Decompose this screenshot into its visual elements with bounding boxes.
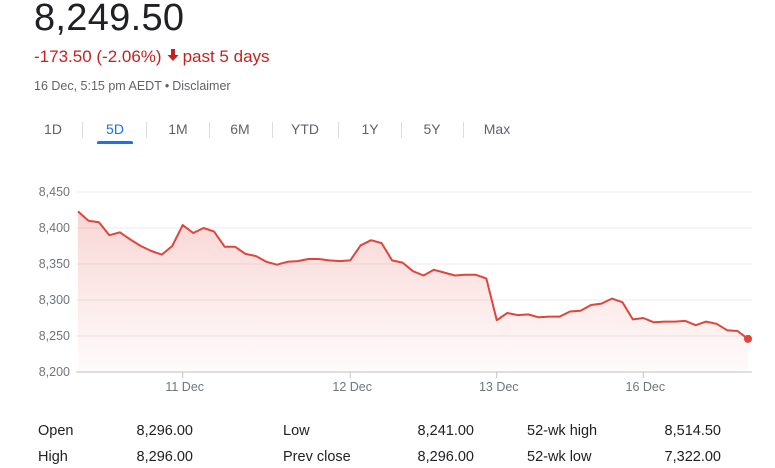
tab-label: Max	[483, 121, 511, 137]
tab-max[interactable]: Max	[475, 118, 519, 148]
tab-label: 5D	[106, 121, 124, 137]
x-tick-label: 13 Dec	[479, 380, 519, 394]
timestamp-row: 16 Dec, 5:15 pm AEDT • Disclaimer	[34, 79, 231, 93]
stat-label-52wk-low: 52-wk low	[527, 449, 592, 465]
y-tick-label: 8,450	[39, 185, 70, 199]
y-axis: 8,450 8,400 8,350 8,300 8,250 8,200	[39, 185, 70, 379]
tab-divider	[463, 122, 464, 138]
x-tick-label: 12 Dec	[332, 380, 372, 394]
tab-divider	[209, 122, 210, 138]
y-tick-label: 8,400	[39, 221, 70, 235]
active-underline	[97, 141, 133, 144]
timestamp: 16 Dec, 5:15 pm AEDT	[34, 79, 162, 93]
stat-label-open: Open	[38, 423, 74, 439]
separator: •	[164, 79, 170, 93]
stat-label-52wk-high: 52-wk high	[527, 423, 598, 439]
tab-label: 6M	[230, 121, 250, 137]
price-area	[78, 211, 748, 372]
change-amount: -173.50 (-2.06%)	[34, 47, 162, 66]
tab-divider	[272, 122, 273, 138]
tab-label: YTD	[291, 121, 319, 137]
tab-label: 5Y	[423, 121, 441, 137]
tab-1m[interactable]: 1M	[158, 118, 198, 148]
tab-divider	[401, 122, 402, 138]
x-tick-label: 11 Dec	[165, 380, 204, 394]
tab-label: 1Y	[361, 121, 379, 137]
arrow-down-icon	[167, 47, 179, 67]
last-price-dot	[744, 334, 752, 343]
tab-divider	[146, 122, 147, 138]
tab-divider	[338, 122, 339, 138]
tab-divider	[82, 122, 83, 138]
stat-value-52wk-low: 7,322.00	[664, 449, 721, 465]
stat-label-low: Low	[283, 423, 310, 439]
disclaimer-link[interactable]: Disclaimer	[172, 79, 231, 93]
tab-label: 1M	[168, 121, 188, 137]
stat-value-prev-close: 8,296.00	[417, 449, 474, 465]
price-chart[interactable]: 8,450 8,400 8,350 8,300 8,250 8,200 11 Dec 12 …	[0, 170, 775, 405]
tab-6m[interactable]: 6M	[220, 118, 260, 148]
y-tick-label: 8,300	[39, 293, 70, 307]
x-tick-label: 16 Dec	[626, 380, 666, 394]
stat-label-prev-close: Prev close	[283, 449, 351, 465]
price-line	[77, 210, 749, 340]
current-price: 8,249.50	[34, 0, 185, 39]
stat-value-open: 8,296.00	[136, 423, 193, 439]
tab-5y[interactable]: 5Y	[413, 118, 451, 148]
stat-label-high: High	[38, 449, 68, 465]
stat-value-52wk-high: 8,514.50	[664, 423, 721, 439]
y-tick-label: 8,250	[39, 329, 70, 343]
stat-value-high: 8,296.00	[136, 449, 193, 465]
tab-5d[interactable]: 5D	[96, 118, 134, 148]
price-change: -173.50 (-2.06%) past 5 days	[34, 47, 270, 67]
tab-ytd[interactable]: YTD	[283, 118, 327, 148]
stat-value-low: 8,241.00	[417, 423, 474, 439]
change-period: past 5 days	[182, 47, 270, 66]
range-tabs: 1D 5D 1M 6M YTD 1Y 5Y Max	[0, 118, 560, 150]
tab-label: 1D	[44, 121, 62, 137]
tab-1d[interactable]: 1D	[34, 118, 72, 148]
x-axis: 11 Dec 12 Dec 13 Dec 16 Dec	[165, 372, 665, 394]
y-tick-label: 8,350	[39, 257, 70, 271]
y-tick-label: 8,200	[39, 365, 70, 379]
tab-1y[interactable]: 1Y	[351, 118, 389, 148]
